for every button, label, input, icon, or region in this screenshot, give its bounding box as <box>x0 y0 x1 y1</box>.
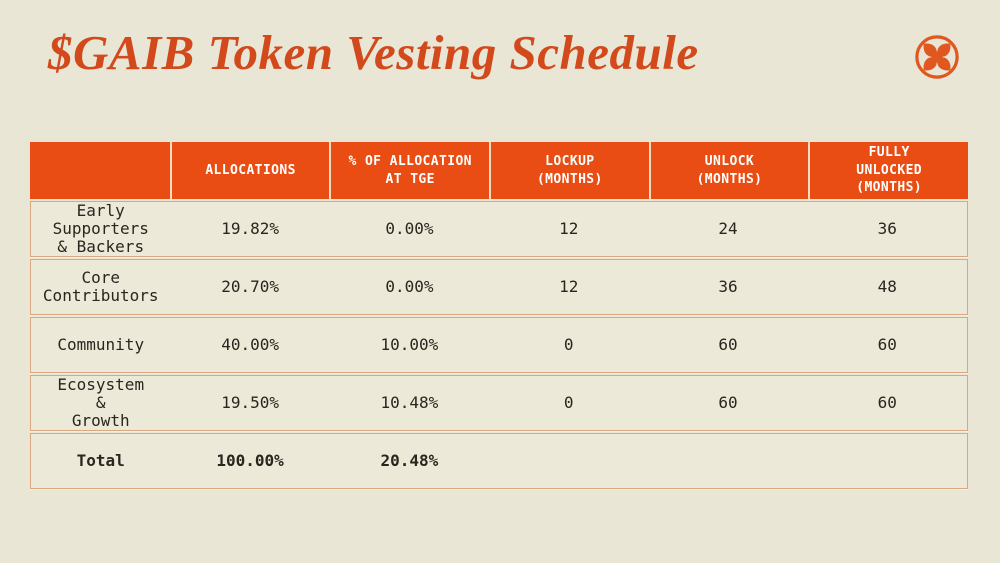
cell-allocation: 19.82% <box>221 218 279 238</box>
table-header-row: ALLOCATIONS % OF ALLOCATION AT TGE LOCKU… <box>30 142 968 199</box>
cell-lockup: 0 <box>563 334 574 354</box>
cell-tge: 0.00% <box>385 218 434 238</box>
cell-category: Early Supporters & Backers <box>52 200 149 257</box>
cell-tge: 10.48% <box>380 392 439 412</box>
cell-category: Core Contributors <box>42 267 159 305</box>
header-cell-category <box>30 142 170 199</box>
header-cell-fully-unlocked: FULLY UNLOCKED (MONTHS) <box>808 142 968 199</box>
table-row: Core Contributors 20.70% 0.00% 12 36 48 <box>30 259 968 315</box>
vesting-table: ALLOCATIONS % OF ALLOCATION AT TGE LOCKU… <box>30 142 968 489</box>
cell-allocation: 20.70% <box>221 276 279 296</box>
cell-total-label: Total <box>76 450 125 470</box>
table-row: Early Supporters & Backers 19.82% 0.00% … <box>30 201 968 257</box>
cell-lockup: 0 <box>563 392 574 412</box>
cell-total-allocation: 100.00% <box>216 450 284 470</box>
cell-category: Ecosystem & Growth <box>57 374 145 431</box>
cell-allocation: 19.50% <box>221 392 279 412</box>
gaib-coin-logo-icon <box>914 34 960 80</box>
cell-tge: 10.00% <box>380 334 439 354</box>
cell-category: Community <box>57 334 145 354</box>
cell-lockup: 12 <box>559 276 579 296</box>
cell-fully-unlocked: 48 <box>877 276 897 296</box>
header-cell-allocations: ALLOCATIONS <box>169 142 330 199</box>
cell-fully-unlocked: 60 <box>877 334 897 354</box>
cell-unlock: 60 <box>718 392 738 412</box>
page-title: $GAIB Token Vesting Schedule <box>48 25 699 80</box>
cell-tge: 0.00% <box>385 276 434 296</box>
cell-unlock: 24 <box>718 218 738 238</box>
header-cell-lockup: LOCKUP (MONTHS) <box>489 142 649 199</box>
cell-lockup: 12 <box>559 218 579 238</box>
header-cell-tge: % OF ALLOCATION AT TGE <box>329 142 489 199</box>
cell-allocation: 40.00% <box>221 334 279 354</box>
cell-total-tge: 20.48% <box>380 450 439 470</box>
cell-unlock: 60 <box>718 334 738 354</box>
cell-fully-unlocked: 36 <box>877 218 897 238</box>
table-total-row: Total 100.00% 20.48% <box>30 433 968 489</box>
header-cell-unlock: UNLOCK (MONTHS) <box>648 142 809 199</box>
table-row: Community 40.00% 10.00% 0 60 60 <box>30 317 968 373</box>
cell-unlock: 36 <box>718 276 738 296</box>
table-row: Ecosystem & Growth 19.50% 10.48% 0 60 60 <box>30 375 968 431</box>
cell-fully-unlocked: 60 <box>877 392 897 412</box>
